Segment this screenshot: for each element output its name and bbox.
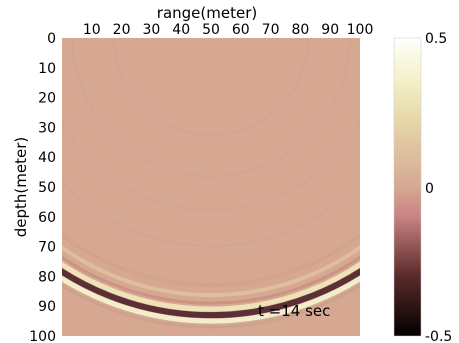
colorbar-max-label: 0.5	[425, 31, 447, 47]
x-tick-label: 100	[347, 22, 374, 38]
y-tick-label: 0	[47, 31, 56, 47]
y-tick-label: 90	[38, 299, 56, 315]
wavefront-band	[62, 261, 360, 312]
x-axis-ticks: 10 20 30 40 50 60 70 80 90 100	[83, 22, 373, 38]
y-tick-label: 80	[38, 269, 56, 285]
wavefront-band	[62, 268, 360, 319]
wavefront-band	[62, 245, 360, 298]
x-tick-label: 20	[113, 22, 131, 38]
colorbar-zero-label: 0	[425, 181, 434, 197]
wavefront-band	[62, 275, 360, 324]
x-tick-label: 40	[172, 22, 190, 38]
y-tick-label: 40	[38, 150, 56, 166]
wave-ring-faint	[113, 38, 309, 136]
wavefront-band	[62, 255, 360, 305]
x-tick-label: 60	[232, 22, 250, 38]
y-axis-title: depth(meter)	[12, 137, 30, 237]
x-axis-title: range(meter)	[157, 4, 257, 22]
wave-ring-faint	[62, 121, 360, 211]
x-tick-label: 70	[262, 22, 280, 38]
y-tick-label: 50	[38, 180, 56, 196]
y-tick-label: 100	[29, 329, 56, 343]
time-annotation: t =14 sec	[258, 302, 330, 320]
plot-background	[62, 38, 360, 336]
colorbar-min-label: -0.5	[425, 329, 452, 343]
x-tick-label: 50	[202, 22, 220, 38]
y-tick-label: 70	[38, 240, 56, 256]
y-tick-label: 20	[38, 91, 56, 107]
wavefront-group	[0, 0, 459, 327]
x-tick-label: 10	[83, 22, 101, 38]
y-tick-label: 10	[38, 61, 56, 77]
x-tick-label: 80	[291, 22, 309, 38]
wavefront-band	[0, 0, 459, 327]
x-tick-label: 90	[321, 22, 339, 38]
wavefront-band	[0, 0, 458, 285]
y-tick-label: 30	[38, 120, 56, 136]
colorbar	[393, 37, 422, 337]
wave-ring-faint	[62, 181, 360, 247]
y-tick-label: 60	[38, 210, 56, 226]
x-tick-label: 30	[142, 22, 160, 38]
y-axis-ticks: 0 10 20 30 40 50 60 70 80 90 100	[29, 31, 56, 343]
wave-ring-faint	[71, 38, 351, 178]
